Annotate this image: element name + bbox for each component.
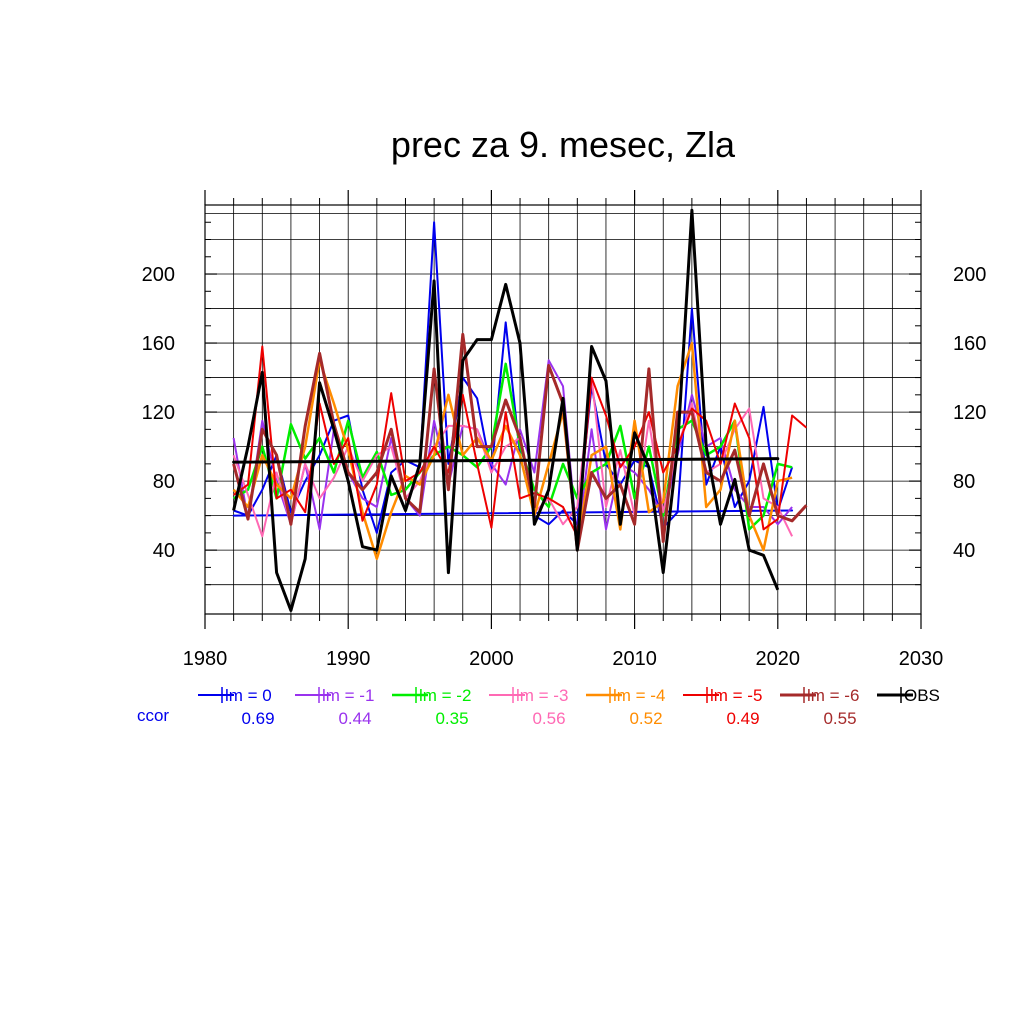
y-tick-label-left: 200 [142,264,175,286]
ccor-value-5: 0.49 [726,709,759,728]
legend-label-4: lm = -4 [613,686,665,705]
legend-label-3: lm = -3 [516,686,568,705]
legend-label-7: OBS [904,686,940,705]
x-tick-label: 2020 [756,648,801,670]
x-tick-label: 1980 [183,648,228,670]
series-line-5 [233,345,808,538]
legend-label-5: lm = -5 [710,686,762,705]
y-tick-label-right: 40 [953,540,975,562]
series-line-7 [232,208,780,612]
plot-frame [204,204,922,615]
legend-label-0: lm = 0 [225,686,272,705]
legend-label-1: lm = -1 [322,686,374,705]
trend-line-7 [232,457,780,464]
y-tick-label-right: 80 [953,471,975,493]
x-tick-label: 2030 [899,648,944,670]
y-tick-label-left: 80 [153,471,175,493]
y-tick-label-right: 200 [953,264,986,286]
legend: lm = 0 0.69 lm = -1 0.44 lm = -2 0.35 lm = -3 0… [198,686,940,728]
ccor-value-0: 0.69 [241,709,274,728]
legend-label-2: lm = -2 [419,686,471,705]
y-tick-label-right: 160 [953,333,986,355]
axes: 1980 1990 2000 2010 2020 2030 40 40 80 80 120 120 16… [142,190,986,670]
x-tick-label: 2000 [469,648,514,670]
legend-label-6: lm = -6 [807,686,859,705]
ccor-value-3: 0.56 [532,709,565,728]
y-tick-label-left: 40 [153,540,175,562]
x-tick-label: 2010 [612,648,657,670]
ccor-label: ccor [137,706,169,725]
series-lines [232,208,808,612]
y-tick-label-right: 120 [953,402,986,424]
ccor-value-4: 0.52 [629,709,662,728]
ccor-value-1: 0.44 [338,709,371,728]
y-tick-label-left: 120 [142,402,175,424]
y-tick-label-left: 160 [142,333,175,355]
grid [205,205,921,614]
trend-line-0 [232,509,794,517]
chart-title: prec za 9. mesec, Zla [391,124,736,165]
ccor-value-6: 0.55 [823,709,856,728]
ccor-value-2: 0.35 [435,709,468,728]
x-tick-label: 1990 [326,648,371,670]
